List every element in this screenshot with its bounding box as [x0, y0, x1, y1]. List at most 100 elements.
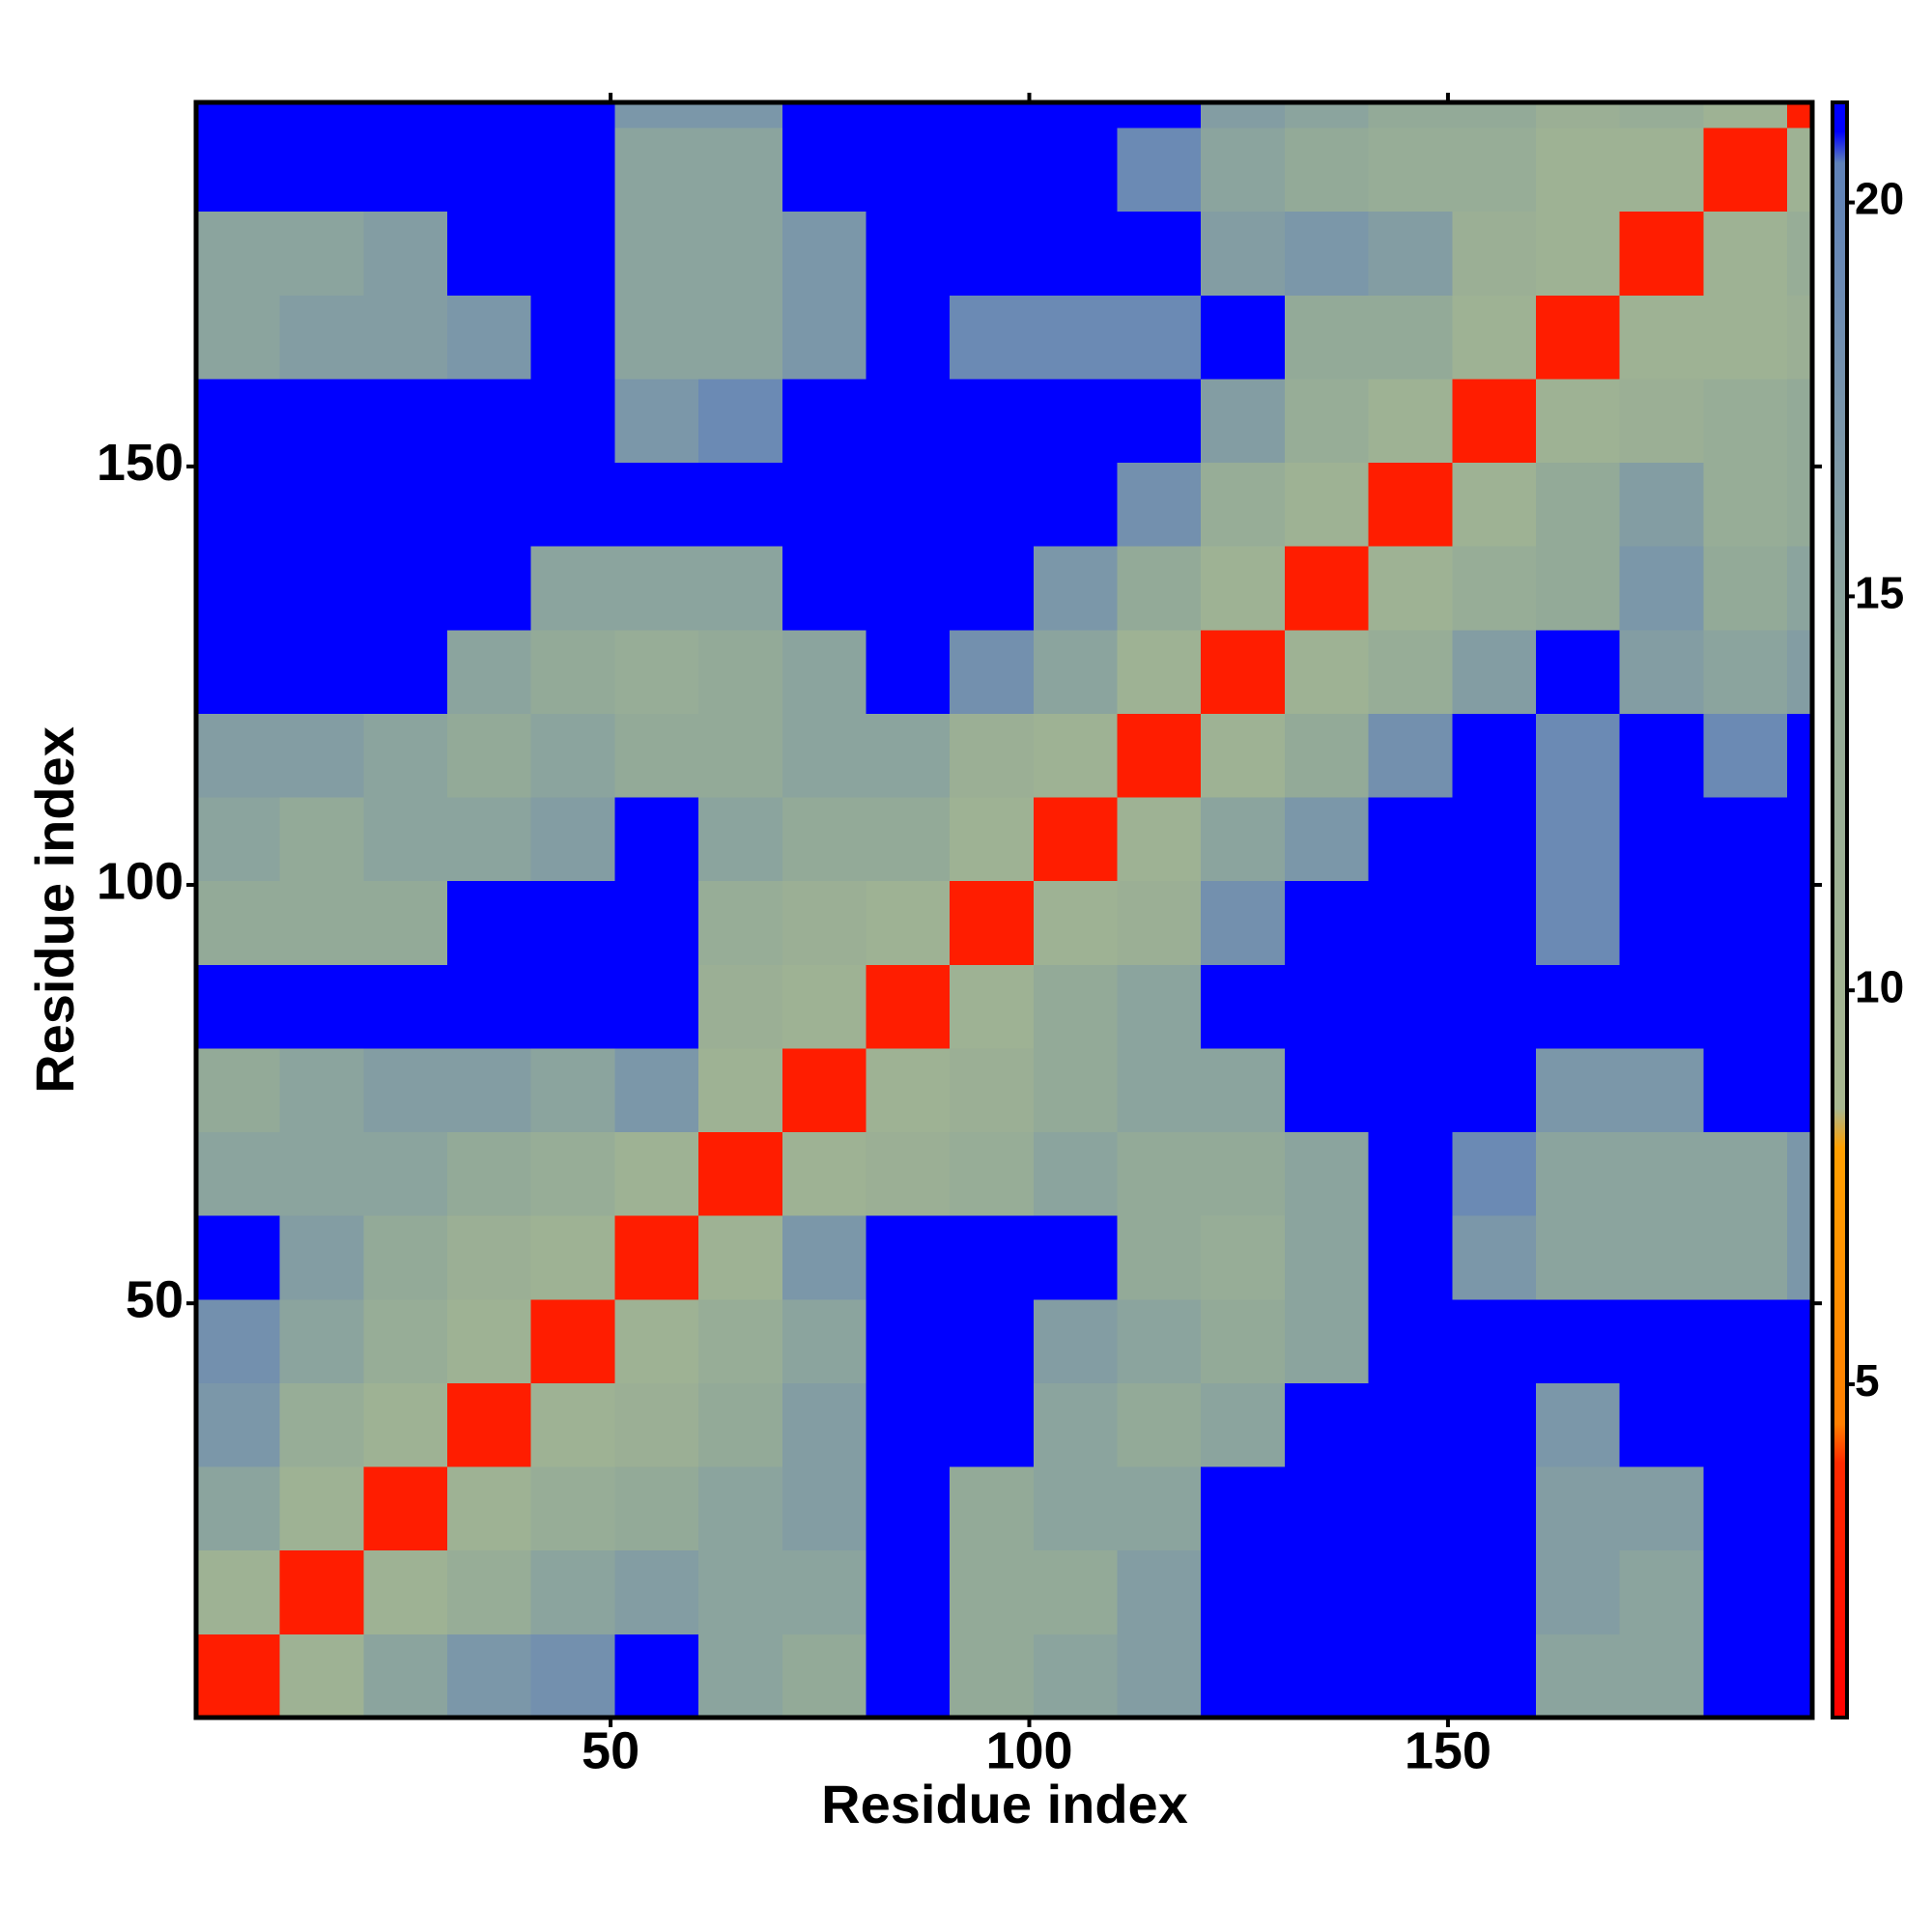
heatmap-cell — [866, 546, 951, 631]
heatmap-cell — [1452, 880, 1537, 965]
heatmap-cell — [781, 462, 867, 547]
heatmap-cell — [1619, 295, 1704, 380]
heatmap-cell — [1619, 629, 1704, 714]
heatmap-cell — [196, 1298, 281, 1383]
heatmap-cell — [1201, 713, 1286, 798]
heatmap-cell — [866, 629, 951, 714]
heatmap-cell — [279, 1047, 364, 1133]
heatmap-cell — [1452, 211, 1537, 296]
heatmap-cell — [363, 1298, 448, 1383]
heatmap-cell — [781, 1549, 867, 1634]
heatmap-cell — [866, 964, 951, 1049]
heatmap-cell — [1368, 1634, 1453, 1719]
heatmap-cell — [196, 462, 281, 547]
heatmap-cell — [698, 1131, 783, 1216]
heatmap-cell — [447, 1382, 532, 1467]
heatmap-cell — [614, 1298, 699, 1383]
heatmap-cell — [1201, 1215, 1286, 1300]
heatmap-cell — [530, 1382, 615, 1467]
heatmap-cell — [614, 295, 699, 380]
heatmap-cell — [1619, 546, 1704, 631]
heatmap-cell — [447, 629, 532, 714]
heatmap-cell — [781, 211, 867, 296]
heatmap-cell — [1452, 1298, 1537, 1383]
heatmap-cell — [1368, 797, 1453, 882]
heatmap-cell — [1619, 211, 1704, 296]
heatmap-cell — [1033, 378, 1119, 464]
heatmap-cell — [196, 880, 281, 965]
heatmap-cell — [698, 295, 783, 380]
heatmap-cell — [1786, 1215, 1813, 1300]
heatmap-cell — [1033, 546, 1119, 631]
heatmap-cell — [1117, 1382, 1202, 1467]
heatmap-cell — [1535, 797, 1621, 882]
heatmap-cell — [447, 102, 532, 128]
y-axis-label: Residue index — [24, 726, 85, 1094]
heatmap-cell — [1117, 211, 1202, 296]
heatmap-cell — [1703, 127, 1788, 213]
heatmap-cell — [1117, 1131, 1202, 1216]
heatmap-cell — [447, 964, 532, 1049]
heatmap-cell — [866, 1298, 951, 1383]
heatmap-cell — [1786, 378, 1813, 464]
heatmap-cell — [1201, 1047, 1286, 1133]
heatmap-cell — [279, 295, 364, 380]
heatmap-cell — [614, 1382, 699, 1467]
heatmap-cell — [196, 295, 281, 380]
heatmap-cell — [698, 629, 783, 714]
heatmap-cell — [1368, 1549, 1453, 1634]
heatmap-cell — [614, 1549, 699, 1634]
heatmap-cell — [1284, 1549, 1370, 1634]
heatmap-cell — [1201, 629, 1286, 714]
heatmap-cell — [1284, 102, 1370, 128]
heatmap-cell — [1535, 127, 1621, 213]
heatmap-cell — [1703, 295, 1788, 380]
heatmap-cell — [1535, 462, 1621, 547]
heatmap-cell — [1535, 546, 1621, 631]
heatmap-cell — [781, 1047, 867, 1133]
heatmap-cell — [781, 1298, 867, 1383]
heatmap-cell — [1033, 295, 1119, 380]
heatmap-cell — [196, 546, 281, 631]
heatmap-cell — [1786, 797, 1813, 882]
heatmap-cell — [447, 295, 532, 380]
heatmap-cell — [1284, 713, 1370, 798]
heatmap-cell — [447, 1215, 532, 1300]
heatmap-cell — [363, 1215, 448, 1300]
heatmap-cell — [363, 1131, 448, 1216]
heatmap-cell — [363, 1047, 448, 1133]
heatmap-cell — [363, 102, 448, 128]
heatmap-cell — [279, 797, 364, 882]
heatmap-cell — [1452, 1549, 1537, 1634]
heatmap-cell — [1703, 629, 1788, 714]
heatmap-cell — [1201, 211, 1286, 296]
heatmap-cell — [279, 880, 364, 965]
heatmap-cell — [1284, 127, 1370, 213]
heatmap-cell — [1619, 1047, 1704, 1133]
heatmap-cell — [1368, 964, 1453, 1049]
heatmap-cell — [1033, 1131, 1119, 1216]
heatmap-cell — [614, 1131, 699, 1216]
heatmap-cell — [530, 462, 615, 547]
heatmap-cell — [1033, 1549, 1119, 1634]
heatmap-cell — [1033, 1634, 1119, 1719]
heatmap-cell — [698, 462, 783, 547]
heatmap-cell — [866, 295, 951, 380]
heatmap-cell — [279, 378, 364, 464]
heatmap-cell — [1368, 295, 1453, 380]
heatmap-cell — [363, 629, 448, 714]
heatmap-cell — [530, 1131, 615, 1216]
heatmap-cell — [196, 102, 281, 128]
heatmap-cell — [781, 1466, 867, 1551]
heatmap-cell — [1703, 462, 1788, 547]
heatmap-cell — [866, 1382, 951, 1467]
heatmap-cell — [1619, 1382, 1704, 1467]
heatmap-cell — [1117, 1215, 1202, 1300]
heatmap-cell — [950, 1382, 1035, 1467]
heatmap-cell — [1703, 1047, 1788, 1133]
heatmap-cell — [1703, 964, 1788, 1049]
heatmap-cell — [698, 1382, 783, 1467]
heatmap-cell — [1619, 1634, 1704, 1719]
heatmap-cell — [196, 378, 281, 464]
